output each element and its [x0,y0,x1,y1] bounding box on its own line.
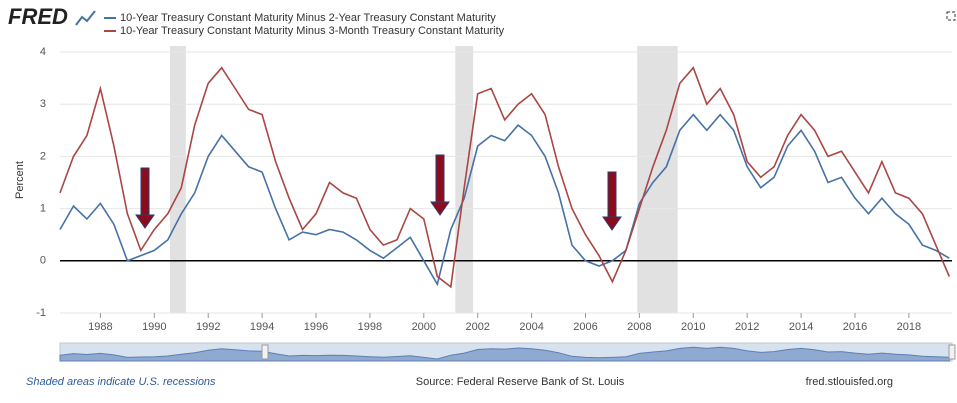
recession-band [637,46,678,313]
y-tick-label: 3 [40,98,46,110]
x-tick-label: 1992 [196,321,220,333]
annotation-arrowhead [430,201,450,216]
x-tick-label: 2018 [897,321,921,333]
x-tick-label: 2016 [843,321,867,333]
annotation-arrow [140,167,150,217]
recession-band [455,46,474,313]
x-tick-label: 2002 [465,321,489,333]
x-tick-label: 1990 [142,321,166,333]
y-tick-label: 1 [40,203,46,215]
annotation-arrowhead [602,216,622,231]
legend-label: 10-Year Treasury Constant Maturity Minus… [120,12,496,24]
x-tick-label: 1996 [304,321,328,333]
y-tick-label: -1 [36,307,46,319]
x-tick-label: 2014 [789,321,813,333]
logo-icon [75,10,96,26]
y-tick-label: 2 [40,150,46,162]
annotation-arrowhead [135,214,155,229]
x-tick-label: 2008 [627,321,651,333]
logo: FRED [8,4,68,29]
footer-note: Shaded areas indicate U.S. recessions [26,376,216,388]
navigator-handle[interactable] [261,344,269,360]
series-line [59,66,951,289]
x-tick-label: 1988 [88,321,112,333]
legend-label: 10-Year Treasury Constant Maturity Minus… [120,25,505,37]
expand-icon[interactable] [946,11,956,21]
navigator-series [59,346,950,362]
recession-band [169,46,186,313]
series-line [59,113,950,287]
x-tick-label: 2006 [573,321,597,333]
x-tick-label: 2012 [735,321,759,333]
x-tick-label: 1998 [358,321,382,333]
annotation-arrow [607,171,617,219]
y-tick-label: 4 [40,46,46,58]
footer-url: fred.stlouisfed.org [806,376,893,388]
navigator-handle[interactable] [948,344,956,360]
x-tick-label: 2010 [681,321,705,333]
footer-source: Source: Federal Reserve Bank of St. Loui… [416,376,625,388]
annotation-arrow [435,154,445,204]
y-axis-label: Percent [14,161,26,199]
y-tick-label: 0 [40,255,46,267]
x-tick-label: 1994 [250,321,274,333]
x-tick-label: 2004 [519,321,543,333]
x-tick-label: 2000 [412,321,436,333]
